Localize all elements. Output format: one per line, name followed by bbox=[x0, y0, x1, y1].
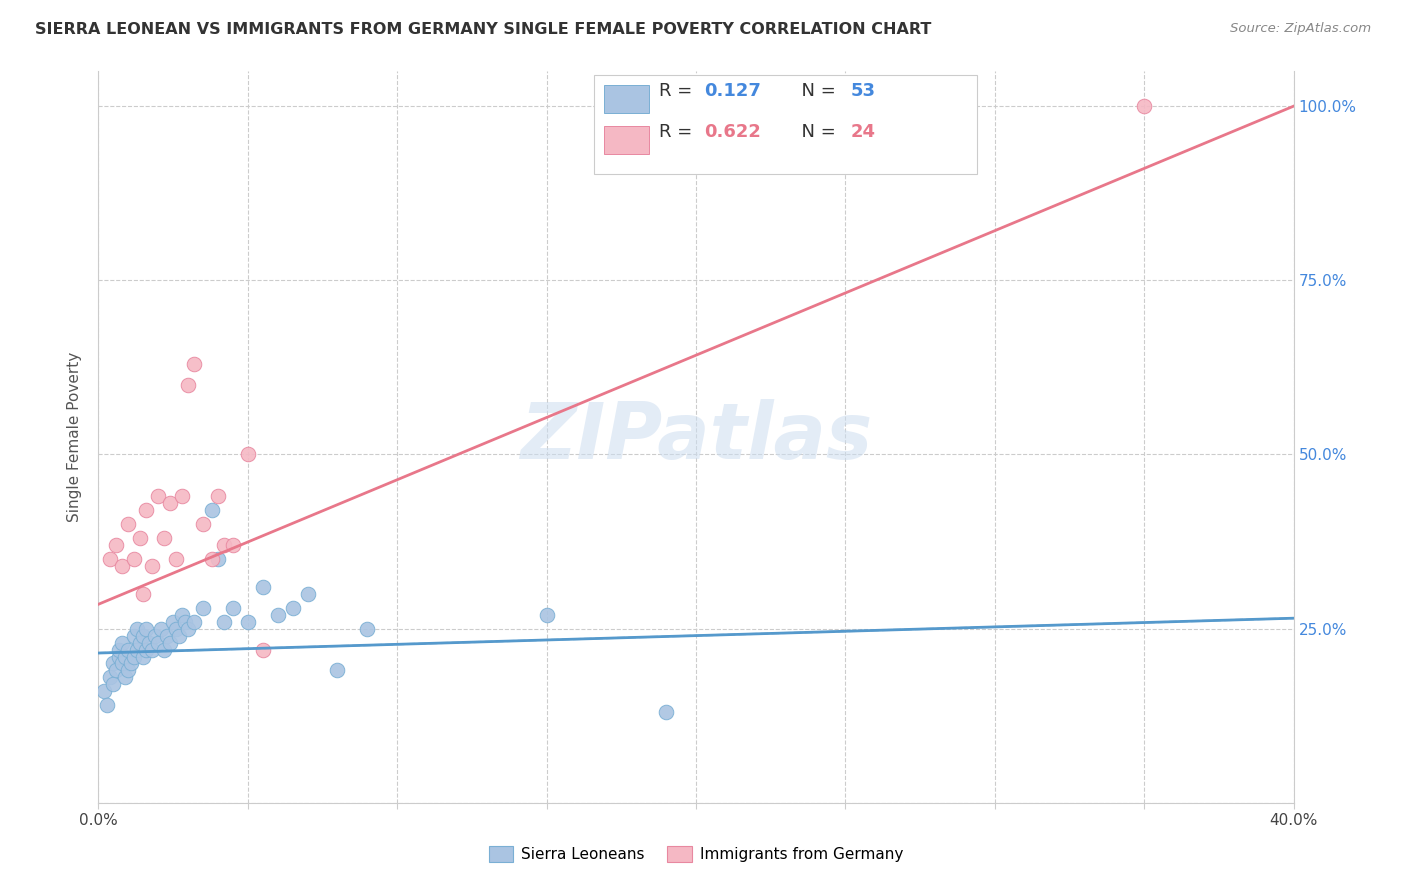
Point bbox=[159, 635, 181, 649]
Point bbox=[159, 496, 181, 510]
Point bbox=[177, 377, 200, 392]
Point bbox=[212, 538, 235, 552]
Text: N =: N = bbox=[790, 82, 842, 100]
Point bbox=[105, 664, 128, 678]
FancyBboxPatch shape bbox=[605, 86, 650, 113]
Point bbox=[156, 629, 179, 643]
Point bbox=[135, 503, 157, 517]
Point bbox=[201, 503, 224, 517]
Legend: Sierra Leoneans, Immigrants from Germany: Sierra Leoneans, Immigrants from Germany bbox=[482, 840, 910, 868]
Point bbox=[111, 558, 134, 573]
Text: N =: N = bbox=[790, 123, 842, 141]
Point bbox=[103, 677, 125, 691]
Point bbox=[165, 622, 187, 636]
Point bbox=[114, 670, 136, 684]
Point bbox=[252, 580, 274, 594]
Point bbox=[655, 705, 678, 719]
Point bbox=[98, 552, 122, 566]
Point bbox=[148, 635, 170, 649]
Point bbox=[177, 622, 200, 636]
Point bbox=[132, 629, 155, 643]
Point bbox=[153, 642, 176, 657]
Point bbox=[183, 615, 205, 629]
Point bbox=[96, 698, 118, 713]
Point bbox=[148, 489, 170, 503]
Point bbox=[124, 629, 146, 643]
Point bbox=[207, 552, 229, 566]
FancyBboxPatch shape bbox=[605, 126, 650, 154]
Point bbox=[183, 357, 205, 371]
Point bbox=[108, 649, 131, 664]
Point bbox=[117, 517, 139, 532]
Point bbox=[132, 649, 155, 664]
Point bbox=[111, 635, 134, 649]
Point bbox=[111, 657, 134, 671]
Text: SIERRA LEONEAN VS IMMIGRANTS FROM GERMANY SINGLE FEMALE POVERTY CORRELATION CHAR: SIERRA LEONEAN VS IMMIGRANTS FROM GERMAN… bbox=[35, 22, 932, 37]
Point bbox=[236, 448, 259, 462]
Point bbox=[212, 615, 235, 629]
Point bbox=[222, 600, 245, 615]
Point bbox=[236, 615, 259, 629]
Point bbox=[165, 552, 187, 566]
Point bbox=[117, 642, 139, 657]
Point bbox=[1133, 99, 1156, 113]
Point bbox=[103, 657, 125, 671]
Point bbox=[267, 607, 290, 622]
Point bbox=[167, 629, 190, 643]
Point bbox=[129, 635, 152, 649]
Point bbox=[108, 642, 131, 657]
Point bbox=[114, 649, 136, 664]
Y-axis label: Single Female Poverty: Single Female Poverty bbox=[67, 352, 83, 522]
Point bbox=[127, 622, 149, 636]
Text: 0.127: 0.127 bbox=[704, 82, 761, 100]
Text: 24: 24 bbox=[851, 123, 875, 141]
Point bbox=[172, 607, 194, 622]
Text: R =: R = bbox=[659, 123, 697, 141]
Point bbox=[536, 607, 558, 622]
Point bbox=[356, 622, 378, 636]
Point bbox=[297, 587, 319, 601]
Point bbox=[98, 670, 122, 684]
Text: Source: ZipAtlas.com: Source: ZipAtlas.com bbox=[1230, 22, 1371, 36]
Point bbox=[174, 615, 197, 629]
Point bbox=[281, 600, 304, 615]
Point bbox=[162, 615, 184, 629]
Point bbox=[135, 642, 157, 657]
Text: ZIPatlas: ZIPatlas bbox=[520, 399, 872, 475]
Point bbox=[117, 664, 139, 678]
Point bbox=[120, 657, 142, 671]
Point bbox=[191, 600, 214, 615]
Point bbox=[326, 664, 349, 678]
Point bbox=[252, 642, 274, 657]
Point bbox=[207, 489, 229, 503]
Point bbox=[132, 587, 155, 601]
Point bbox=[143, 629, 166, 643]
Point bbox=[138, 635, 160, 649]
Point bbox=[124, 649, 146, 664]
Text: R =: R = bbox=[659, 82, 697, 100]
Point bbox=[141, 558, 163, 573]
Point bbox=[150, 622, 173, 636]
Point bbox=[127, 642, 149, 657]
Point bbox=[172, 489, 194, 503]
Point bbox=[153, 531, 176, 545]
Point bbox=[222, 538, 245, 552]
FancyBboxPatch shape bbox=[595, 75, 977, 174]
Point bbox=[129, 531, 152, 545]
Point bbox=[201, 552, 224, 566]
Point bbox=[191, 517, 214, 532]
Point bbox=[124, 552, 146, 566]
Point bbox=[135, 622, 157, 636]
Text: 0.622: 0.622 bbox=[704, 123, 761, 141]
Point bbox=[93, 684, 115, 698]
Text: 53: 53 bbox=[851, 82, 875, 100]
Point bbox=[105, 538, 128, 552]
Point bbox=[141, 642, 163, 657]
